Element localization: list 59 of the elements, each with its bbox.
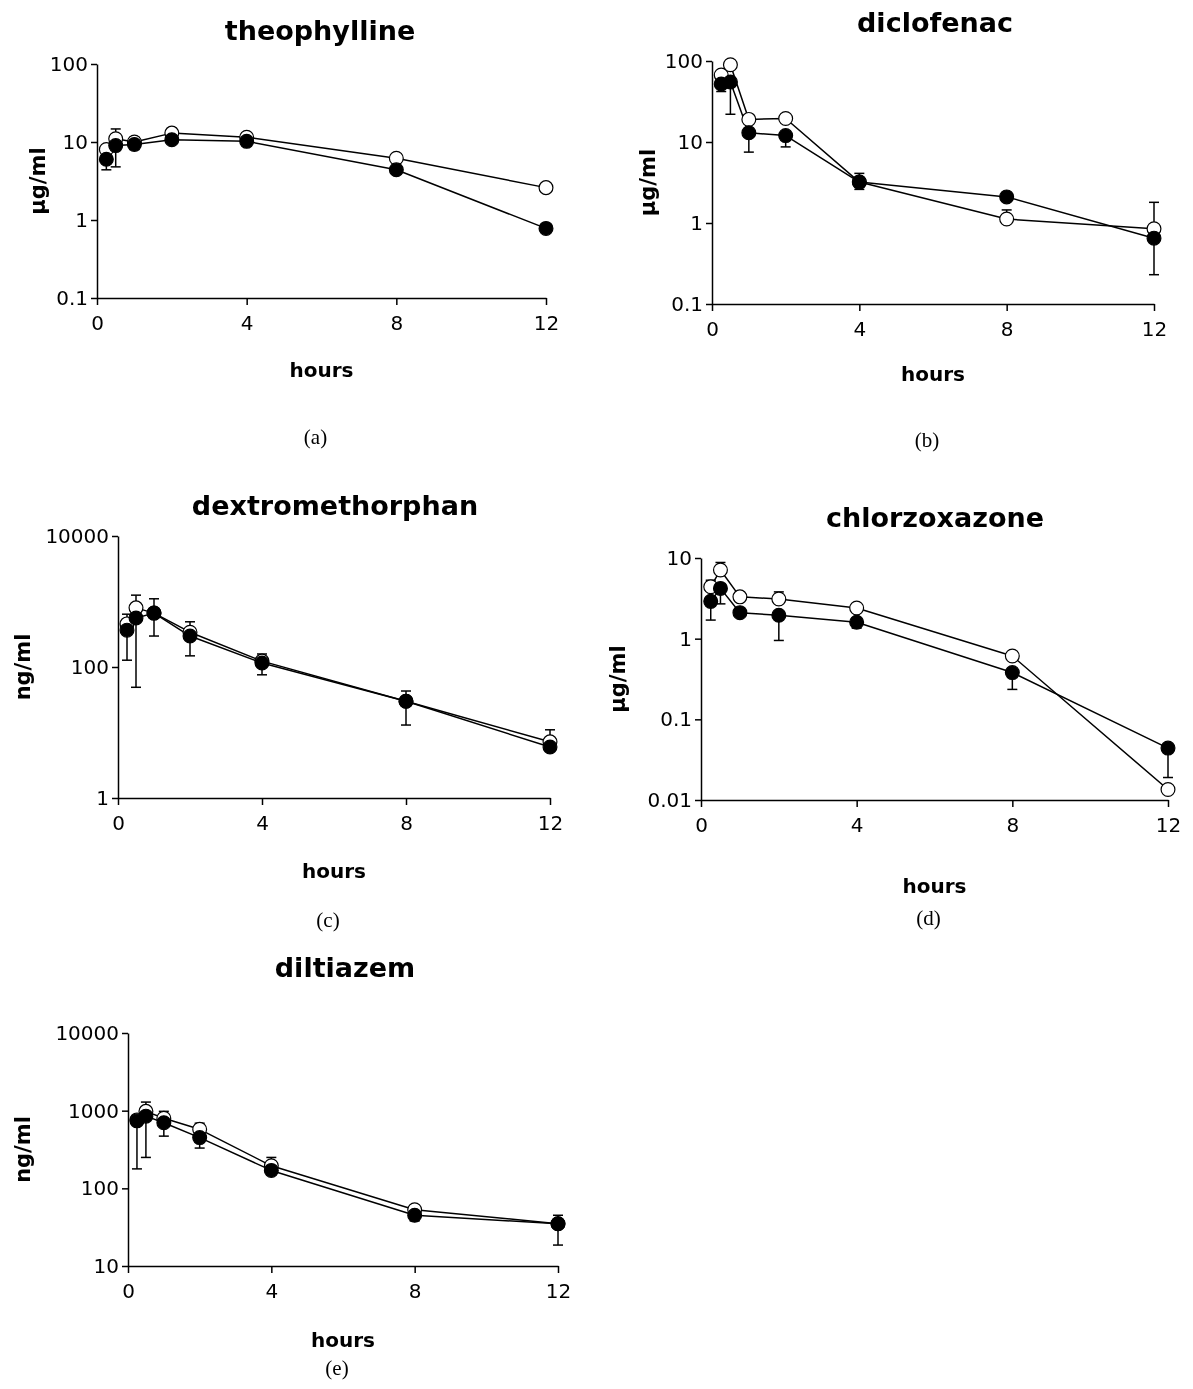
y-tick-label: 10: [666, 545, 692, 570]
x-axis-title: hours: [302, 859, 366, 883]
y-tick-label: 0.1: [671, 291, 703, 316]
x-tick-label: 4: [265, 1279, 279, 1303]
x-tick-label: 0: [91, 311, 104, 335]
y-tick-label: 1: [690, 210, 703, 235]
x-axis-title: hours: [289, 358, 354, 382]
x-tick-label: 12: [1155, 813, 1182, 837]
y-axis-title: ng/ml: [11, 1116, 35, 1183]
y-tick-label: 100: [70, 654, 109, 679]
chart-title: chlorzoxazone: [825, 502, 1045, 533]
x-axis-title: hours: [902, 874, 967, 898]
y-tick-label: 10: [677, 129, 703, 154]
y-tick-label: 0.1: [56, 285, 88, 310]
y-tick-label: 0.1: [660, 707, 692, 732]
text: (e): [325, 1356, 349, 1380]
text: (c): [316, 908, 340, 932]
x-tick-label: 8: [390, 311, 404, 335]
y-tick-label: 100: [49, 51, 88, 76]
y-axis-title: µg/ml: [636, 148, 660, 217]
x-tick-label: 4: [240, 311, 254, 335]
chart-title: diltiazem: [274, 952, 416, 983]
text: (a): [303, 425, 328, 449]
y-axis-title: µg/ml: [606, 645, 630, 713]
x-tick-label: 0: [122, 1279, 135, 1303]
x-axis-title: hours: [311, 1328, 375, 1352]
x-tick-label: 0: [112, 811, 125, 835]
y-axis-title: ng/ml: [11, 633, 35, 701]
x-tick-label: 8: [400, 811, 413, 835]
x-tick-label: 8: [1000, 317, 1014, 341]
chart-title: dextromethorphan: [191, 490, 479, 521]
chart-title: theophylline: [224, 15, 416, 46]
y-tick-label: 1: [679, 626, 692, 651]
x-tick-label: 12: [533, 311, 560, 335]
y-tick-label: 1000: [68, 1098, 119, 1123]
text: (b): [914, 428, 940, 452]
x-tick-label: 12: [537, 811, 564, 835]
x-tick-label: 0: [706, 317, 719, 341]
y-tick-label: 100: [664, 48, 703, 73]
y-tick-label: 1: [96, 785, 109, 810]
y-axis-title: µg/ml: [26, 147, 50, 215]
x-tick-label: 4: [850, 813, 864, 837]
x-tick-label: 4: [256, 811, 269, 835]
x-tick-label: 0: [695, 813, 708, 837]
y-tick-label: 10: [93, 1253, 119, 1278]
x-tick-label: 8: [408, 1279, 422, 1303]
x-tick-label: 8: [1006, 813, 1020, 837]
x-tick-label: 12: [1141, 317, 1168, 341]
x-tick-label: 4: [853, 317, 867, 341]
y-tick-label: 10: [62, 129, 88, 154]
y-tick-label: 100: [80, 1176, 119, 1201]
x-tick-label: 12: [545, 1279, 572, 1303]
x-axis-title: hours: [901, 362, 965, 386]
y-tick-label: 0.01: [647, 787, 692, 812]
y-tick-label: 10000: [55, 1020, 119, 1045]
text: (d): [916, 906, 941, 930]
y-tick-label: 10000: [45, 523, 109, 548]
y-tick-label: 1: [75, 207, 88, 232]
chart-title: diclofenac: [857, 7, 1013, 38]
